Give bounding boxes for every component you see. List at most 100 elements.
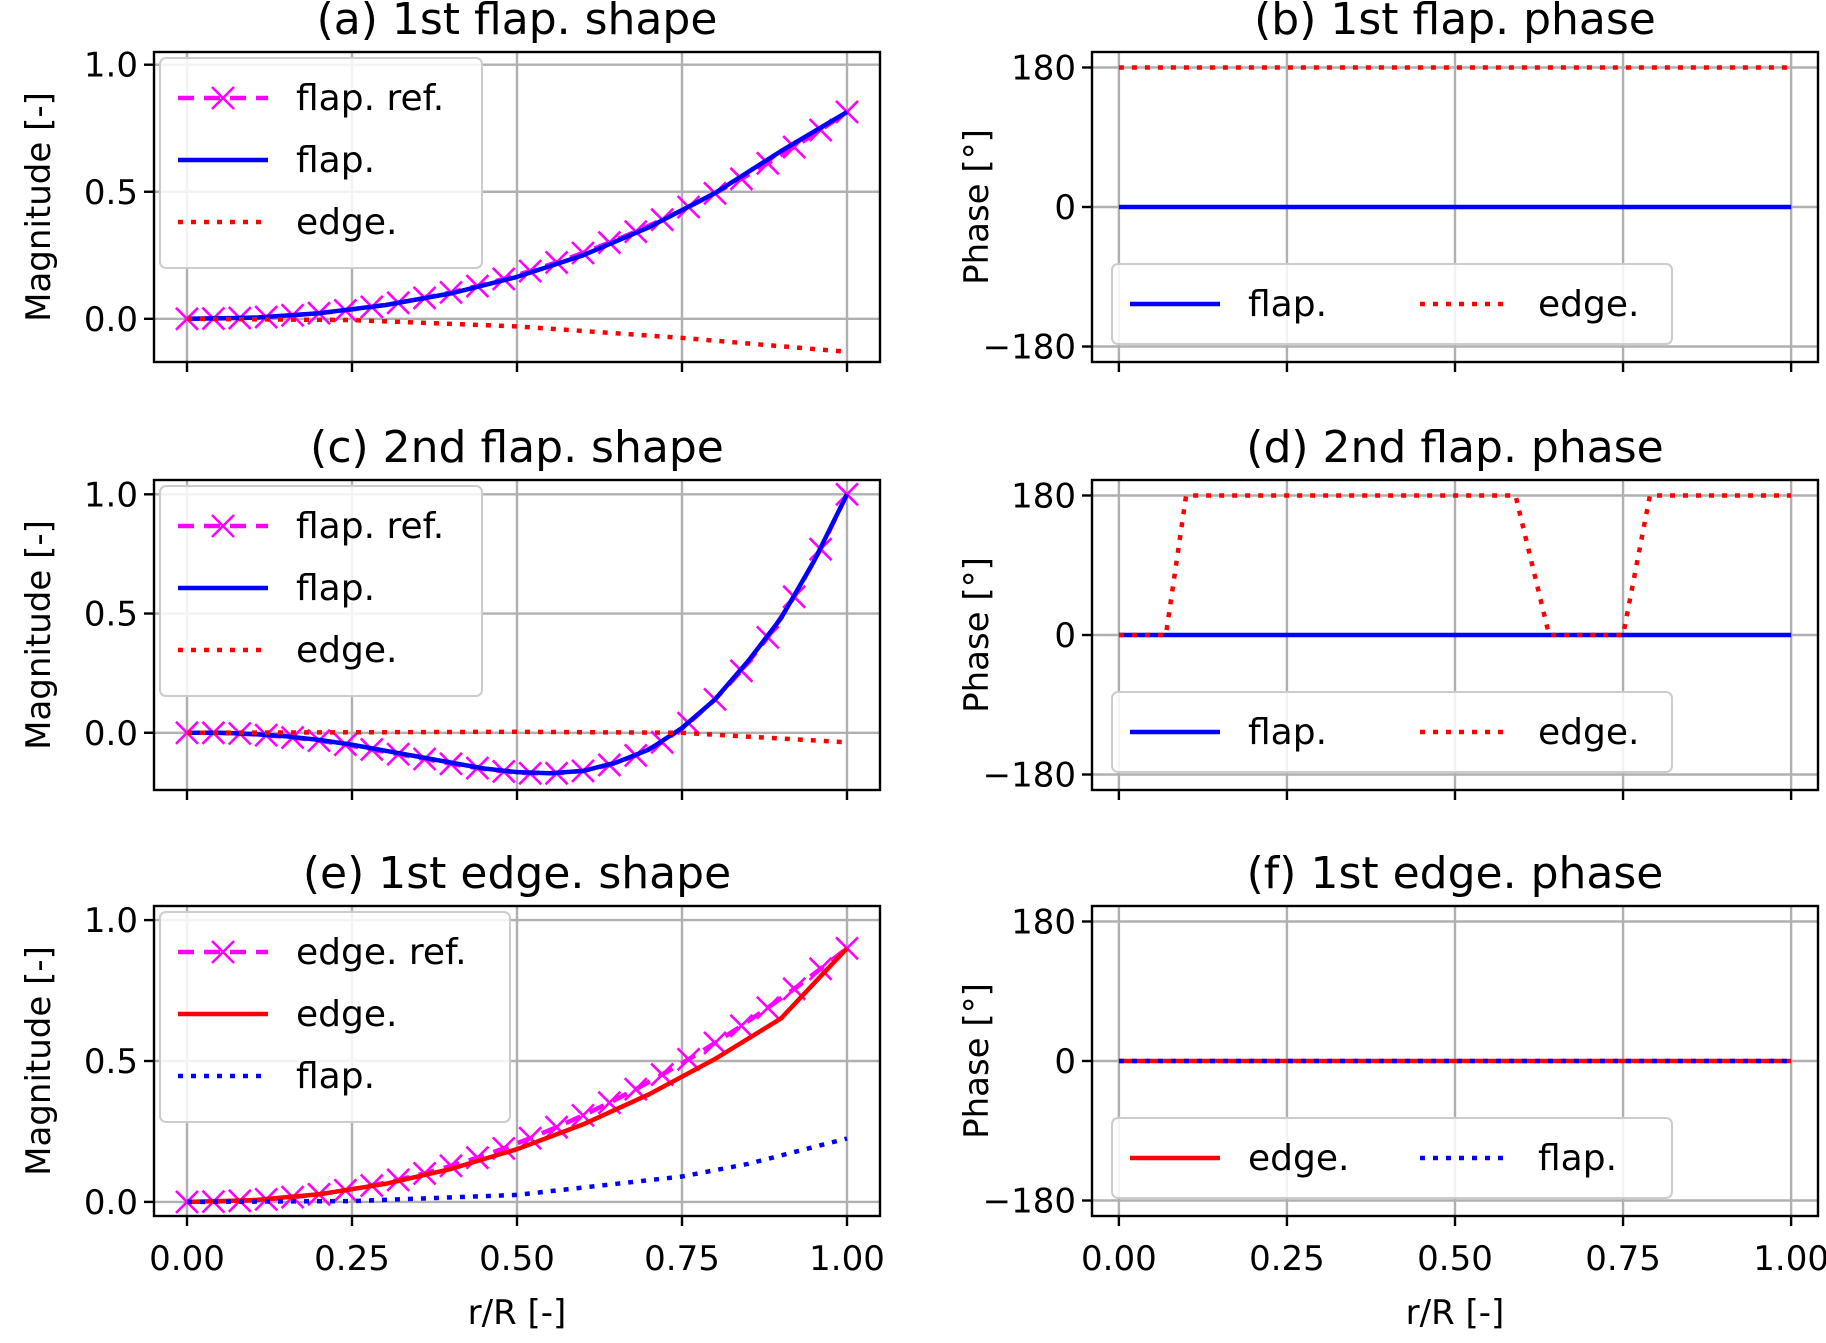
y-axis-label: Phase [°] (957, 557, 997, 713)
axes-frame (1090, 50, 1820, 364)
y-tick-label: −180 (983, 328, 1076, 368)
legend-box (159, 911, 511, 1123)
legend-label: edge. (1538, 712, 1639, 753)
legend-marker (211, 86, 235, 110)
y-tick-label: −180 (983, 1182, 1076, 1222)
data-point (439, 1153, 463, 1178)
legend-label: flap. (296, 140, 375, 181)
legend-box (159, 57, 483, 269)
legend: flap. ref. flap. edge. (159, 485, 483, 697)
axes-frame (152, 904, 882, 1218)
axes-frame (152, 478, 882, 792)
legend: flap. ref. flap. edge. (159, 57, 483, 269)
legend-label: flap. (296, 1056, 375, 1097)
panel-title: (c) 2nd flap. shape (310, 422, 724, 473)
panel-title: (b) 1st flap. phase (1254, 0, 1656, 45)
panel-d: −180 0 180 (d) 2nd flap. phase Phase [°] flap… (957, 422, 1820, 800)
x-tick-label: 0.00 (1081, 1239, 1157, 1279)
axes-frame (1090, 478, 1820, 792)
y-axis-label: Phase [°] (957, 129, 997, 285)
series-line-flap (186, 110, 849, 322)
legend-box (1111, 263, 1673, 345)
axes-frame (1090, 904, 1820, 1218)
series-line-edge (186, 946, 849, 1205)
panel-title: (e) 1st edge. shape (303, 848, 731, 899)
series-line-flap (187, 493, 850, 776)
legend-label: flap. ref. (296, 78, 444, 119)
y-tick-label: 1.0 (84, 901, 138, 941)
y-tick-label: 180 (1011, 49, 1076, 89)
x-tick-label: 1.00 (809, 1239, 885, 1279)
data-point (676, 1047, 701, 1072)
legend: flap. edge. (1111, 691, 1673, 773)
y-tick-label: 0 (1054, 1042, 1076, 1082)
panel-b: −180 0 180 (b) 1st flap. phase Phase [°] flap… (957, 0, 1820, 372)
legend-label: flap. (1538, 1138, 1617, 1179)
panel-a: 0.0 0.5 1.0 (a) 1st flap. shape Magnitude [-… (19, 0, 882, 372)
y-axis-label: Magnitude [-] (19, 946, 59, 1176)
legend-box (1111, 1117, 1673, 1199)
axes-frame (152, 50, 882, 364)
data-point (835, 100, 859, 124)
legend-box (1111, 691, 1673, 773)
legend-label: flap. (296, 568, 375, 609)
plot-area (1118, 65, 1792, 210)
y-tick-label: 0.5 (84, 595, 138, 635)
plot-area (175, 100, 859, 355)
data-point (175, 1189, 199, 1214)
data-point (703, 1031, 727, 1055)
y-tick-label: 0.0 (84, 714, 138, 754)
legend-label: flap. (1248, 284, 1327, 325)
x-tick-label: 0.50 (1417, 1239, 1493, 1279)
x-tick-label: 0.25 (1249, 1239, 1325, 1279)
x-axis-label: r/R [-] (468, 1293, 567, 1333)
x-tick-label: 0.50 (479, 1239, 555, 1279)
y-tick-label: 1.0 (84, 475, 138, 515)
data-point (755, 995, 780, 1020)
series-line-edge (1118, 493, 1792, 638)
x-axis-label: r/R [-] (1406, 1293, 1505, 1333)
panel-title: (f) 1st edge. phase (1247, 848, 1664, 899)
y-tick-label: 0.5 (84, 1042, 138, 1082)
panel-f: 0.00 0.25 0.50 0.75 1.00 −180 0 180 (f) 1st edge… (957, 848, 1826, 1333)
legend-label: edge. ref. (296, 932, 467, 973)
data-point (544, 1115, 569, 1140)
data-point (808, 956, 833, 981)
panel-title: (a) 1st flap. shape (317, 0, 718, 45)
y-axis-label: Magnitude [-] (19, 92, 59, 322)
x-tick-label: 0.75 (644, 1239, 720, 1279)
legend-label: edge. (296, 202, 397, 243)
legend-marker (211, 940, 235, 964)
y-axis-label: Phase [°] (957, 983, 997, 1139)
x-tick-label: 1.00 (1753, 1239, 1826, 1279)
legend: flap. edge. (1111, 263, 1673, 345)
y-tick-label: 0 (1054, 616, 1076, 656)
legend-box (159, 485, 483, 697)
series-line-edge (186, 729, 848, 745)
y-tick-label: 0.0 (84, 300, 138, 340)
y-tick-label: −180 (983, 756, 1076, 796)
plot-area (1118, 493, 1792, 638)
legend-label: flap. (1248, 712, 1327, 753)
legend-label: edge. (296, 630, 397, 671)
plot-area (175, 936, 859, 1214)
legend: edge. ref. edge. flap. (159, 911, 511, 1123)
x-tick-label: 0.00 (149, 1239, 225, 1279)
legend-marker (211, 514, 235, 538)
y-tick-label: 180 (1011, 477, 1076, 517)
y-tick-label: 0.5 (84, 173, 138, 213)
y-tick-label: 180 (1011, 903, 1076, 943)
legend-label: edge. (1248, 1138, 1349, 1179)
panel-e: 0.00 0.25 0.50 0.75 1.00 0.0 0.5 1.0 (e) 1st edg… (19, 848, 885, 1333)
data-point (729, 1013, 754, 1038)
legend-label: flap. ref. (296, 506, 444, 547)
panel-title: (d) 2nd flap. phase (1246, 422, 1663, 473)
y-tick-label: 1.0 (84, 46, 138, 86)
legend-label: edge. (296, 994, 397, 1035)
panel-c: 0.0 0.5 1.0 (c) 2nd flap. shape Magnitude [-… (19, 422, 882, 800)
x-tick-label: 0.25 (314, 1239, 390, 1279)
x-tick-label: 0.75 (1585, 1239, 1661, 1279)
y-tick-label: 0.0 (84, 1183, 138, 1223)
legend-label: edge. (1538, 284, 1639, 325)
